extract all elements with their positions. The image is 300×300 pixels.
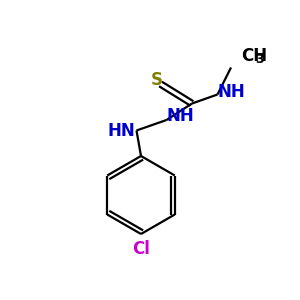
Text: S: S [151,71,163,89]
Text: Cl: Cl [132,240,150,258]
Text: CH: CH [242,46,268,64]
Text: NH: NH [217,83,245,101]
Text: 3: 3 [256,52,264,66]
Text: NH: NH [166,107,194,125]
Text: HN: HN [107,122,135,140]
